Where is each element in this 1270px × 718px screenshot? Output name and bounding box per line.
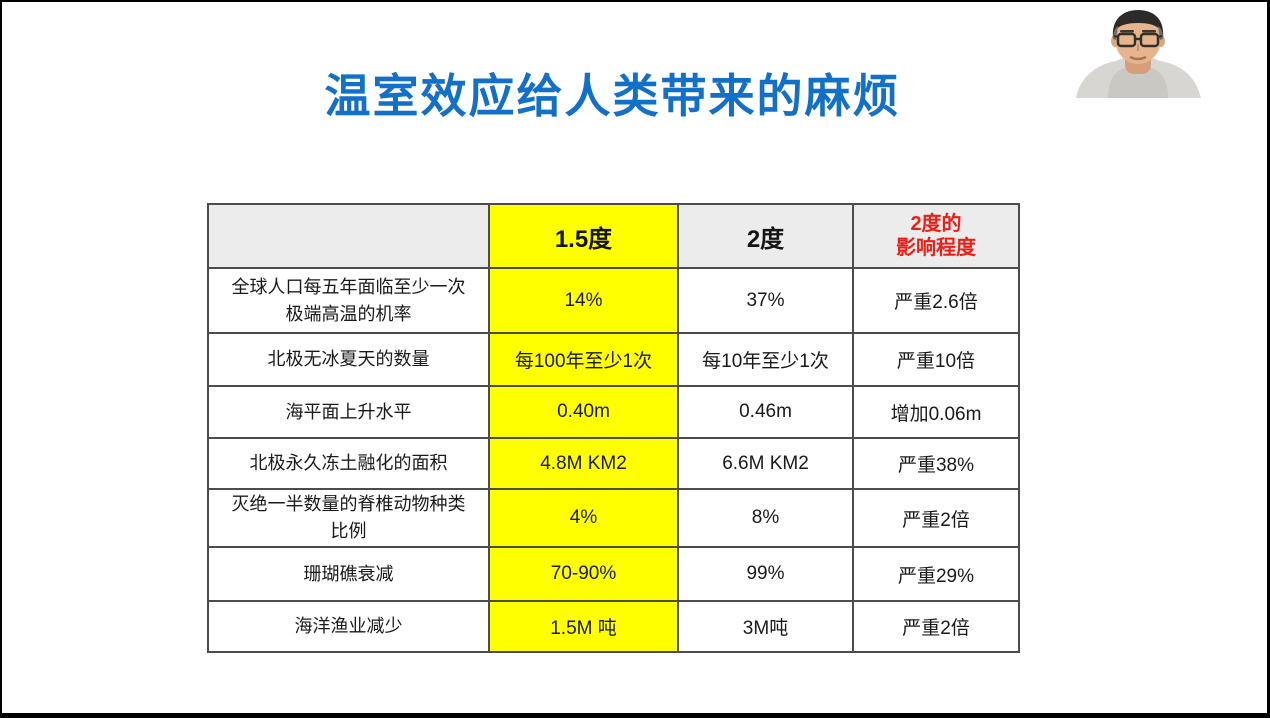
header-2-deg: 2度 xyxy=(677,203,854,269)
cell-impact: 严重2倍 xyxy=(852,488,1020,548)
cell-1-5-deg: 0.40m xyxy=(488,385,679,439)
cell-1-5-deg: 4% xyxy=(488,488,679,548)
table-row: 北极永久冻土融化的面积 4.8M KM2 6.6M KM2 严重38% xyxy=(207,437,1020,490)
cell-2-deg: 3M吨 xyxy=(677,600,854,653)
cell-2-deg: 37% xyxy=(677,267,854,334)
table-row: 全球人口每五年面临至少一次极端高温的机率 14% 37% 严重2.6倍 xyxy=(207,267,1020,334)
cell-2-deg: 每10年至少1次 xyxy=(677,332,854,387)
cell-1-5-deg: 1.5M 吨 xyxy=(488,600,679,653)
header-1-5-deg: 1.5度 xyxy=(488,203,679,269)
row-label: 珊瑚礁衰减 xyxy=(207,546,490,602)
cell-2-deg: 6.6M KM2 xyxy=(677,437,854,490)
row-label: 海洋渔业减少 xyxy=(207,600,490,653)
cell-1-5-deg: 每100年至少1次 xyxy=(488,332,679,387)
table-row: 北极无冰夏天的数量 每100年至少1次 每10年至少1次 严重10倍 xyxy=(207,332,1020,387)
slide-title: 温室效应给人类带来的麻烦 xyxy=(324,70,901,122)
table-row: 海平面上升水平 0.40m 0.46m 增加0.06m xyxy=(207,385,1020,439)
cell-2-deg: 99% xyxy=(677,546,854,602)
cell-impact: 严重29% xyxy=(852,546,1020,602)
cell-1-5-deg: 14% xyxy=(488,267,679,334)
table-row: 珊瑚礁衰减 70-90% 99% 严重29% xyxy=(207,546,1020,602)
header-impact: 2度的 影响程度 xyxy=(852,203,1020,269)
cell-impact: 严重2倍 xyxy=(852,600,1020,653)
presenter-avatar-icon xyxy=(1076,10,1201,98)
table-row: 灭绝一半数量的脊椎动物种类比例 4% 8% 严重2倍 xyxy=(207,488,1020,548)
cell-2-deg: 8% xyxy=(677,488,854,548)
cell-1-5-deg: 70-90% xyxy=(488,546,679,602)
cell-impact: 严重2.6倍 xyxy=(852,267,1020,334)
header-empty xyxy=(207,203,490,269)
row-label: 北极无冰夏天的数量 xyxy=(207,332,490,387)
cell-impact: 严重10倍 xyxy=(852,332,1020,387)
presenter-webcam xyxy=(1068,6,1208,98)
cell-impact: 严重38% xyxy=(852,437,1020,490)
impact-table: 1.5度 2度 2度的 影响程度 全球人口每五年面临至少一次极端高温的机率 14… xyxy=(207,203,1020,653)
row-label: 北极永久冻土融化的面积 xyxy=(207,437,490,490)
table-row: 海洋渔业减少 1.5M 吨 3M吨 严重2倍 xyxy=(207,600,1020,653)
table-header-row: 1.5度 2度 2度的 影响程度 xyxy=(207,203,1020,269)
row-label: 全球人口每五年面临至少一次极端高温的机率 xyxy=(207,267,490,334)
cell-2-deg: 0.46m xyxy=(677,385,854,439)
cell-impact: 增加0.06m xyxy=(852,385,1020,439)
row-label: 灭绝一半数量的脊椎动物种类比例 xyxy=(207,488,490,548)
cell-1-5-deg: 4.8M KM2 xyxy=(488,437,679,490)
row-label: 海平面上升水平 xyxy=(207,385,490,439)
